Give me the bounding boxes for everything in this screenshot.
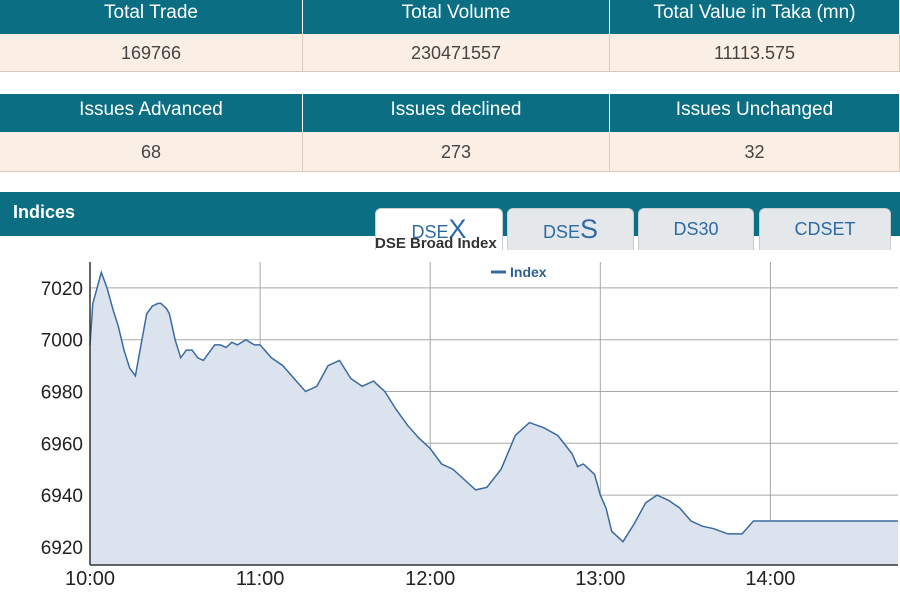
- tab-dses-letter: S: [580, 214, 599, 244]
- x-tick-label: 10:00: [65, 568, 115, 590]
- tab-ds30[interactable]: DS30: [638, 208, 754, 250]
- tab-dsex-prefix: DSE: [411, 222, 449, 242]
- value-issues-advanced: 68: [0, 132, 303, 172]
- header-issues-declined: Issues declined: [303, 94, 610, 132]
- value-issues-unchanged: 32: [610, 132, 900, 172]
- issues-summary-table: Issues Advanced Issues declined Issues U…: [0, 94, 900, 172]
- trade-summary-table: Total Trade Total Volume Total Value in …: [0, 0, 900, 72]
- header-total-value: Total Value in Taka (mn): [610, 0, 900, 34]
- value-total-value: 11113.575: [610, 34, 900, 72]
- index-line: [89, 269, 898, 543]
- x-tick-label: 11:00: [236, 568, 285, 590]
- index-chart: 6920 6940 6960 6980 7000 7020 10:00 11:00 12:00 1…: [41, 262, 898, 590]
- tab-ds30-label: DS30: [673, 219, 719, 239]
- x-tick-label: 14:00: [745, 568, 795, 590]
- tab-cdset-label: CDSET: [794, 219, 856, 239]
- y-tick-label: 7000: [41, 331, 83, 352]
- tab-dses-prefix: DSE: [542, 222, 580, 242]
- tab-dsex-letter: X: [448, 214, 467, 244]
- y-tick-label: 6920: [41, 538, 83, 559]
- index-area: [90, 272, 898, 565]
- y-tick-label: 7020: [41, 279, 83, 300]
- y-tick-label: 6980: [41, 382, 83, 403]
- y-tick-label: 6960: [41, 434, 83, 455]
- chart-title: DSE Broad Index: [375, 235, 497, 252]
- header-issues-advanced: Issues Advanced: [0, 94, 303, 132]
- tab-dsex[interactable]: DSEX: [375, 208, 503, 250]
- x-tick-label: 13:00: [575, 568, 625, 590]
- tab-dses[interactable]: DSES: [507, 208, 634, 250]
- y-tick-label: 6940: [41, 486, 83, 507]
- header-total-trade: Total Trade: [0, 0, 303, 34]
- indices-title: Indices: [13, 202, 76, 222]
- tab-cdset[interactable]: CDSET: [759, 208, 891, 250]
- value-total-trade: 169766: [0, 34, 303, 72]
- header-issues-unchanged: Issues Unchanged: [610, 94, 900, 132]
- x-tick-label: 12:00: [405, 568, 455, 590]
- value-total-volume: 230471557: [303, 34, 610, 72]
- value-issues-declined: 273: [303, 132, 610, 172]
- legend-label: Index: [510, 264, 547, 280]
- header-total-volume: Total Volume: [303, 0, 610, 34]
